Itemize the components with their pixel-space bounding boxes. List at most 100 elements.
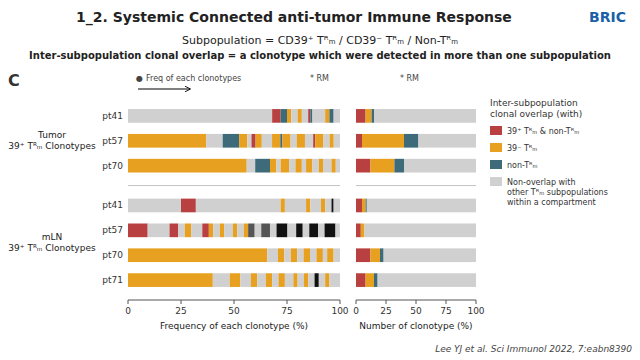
bar-segment: [404, 159, 476, 173]
bar-segment: [372, 109, 374, 123]
legend: Inter-subpopulationclonal overlap (with)…: [490, 98, 608, 207]
bar-segment: [220, 224, 224, 238]
bar-segment: [306, 159, 312, 173]
bar-segment: [305, 134, 313, 148]
bar-segment: [323, 159, 331, 173]
bar-segment: [356, 273, 366, 287]
x-tick: [476, 300, 477, 304]
bar-segment: [325, 273, 329, 287]
bar-segment: [316, 248, 322, 262]
bar-segment: [334, 199, 340, 213]
bar-segment: [362, 134, 404, 148]
bar-segment: [248, 224, 255, 238]
text-line: non-Tᴿₘ: [507, 161, 538, 170]
bar-segment: [318, 224, 325, 238]
bar-segment: [334, 109, 340, 123]
x-tick: [446, 300, 447, 304]
x-axis-label: Number of clonotype (%): [359, 321, 472, 331]
bar-segment: [277, 224, 288, 238]
bar-segment: [202, 224, 209, 238]
x-tick: [356, 300, 357, 304]
bar-segment: [296, 224, 303, 238]
legend-swatch: [490, 126, 502, 135]
bars: [356, 109, 476, 287]
bar-segment: [315, 273, 319, 287]
bar-segment: [308, 273, 314, 287]
x-tick: [340, 300, 341, 304]
bar-segment: [239, 134, 247, 148]
x-tick: [181, 300, 182, 304]
bar-segment: [128, 159, 247, 173]
bar-segment: [287, 224, 296, 238]
bar-segment: [262, 134, 272, 148]
bar-segment: [362, 199, 366, 213]
x-tick: [287, 300, 288, 304]
bar-segment: [276, 159, 280, 173]
legend-entry: non-Tᴿₘ: [507, 161, 538, 170]
x-tick-label: 75: [440, 306, 451, 316]
bar-segment: [237, 224, 244, 238]
y-tick-label: pt57: [102, 136, 123, 146]
bar-segment: [230, 273, 241, 287]
bar-segment: [209, 224, 213, 238]
bar-segment: [332, 159, 336, 173]
bar-segment: [244, 224, 248, 238]
bar-segment: [255, 159, 270, 173]
bar-segment: [255, 224, 262, 238]
bar-segment: [310, 248, 316, 262]
annotation-dot: ●: [136, 74, 143, 83]
x-tick-label: 100: [467, 306, 484, 316]
x-tick-label: 75: [281, 306, 292, 316]
bar-segment: [334, 134, 340, 148]
bar-segment: [285, 199, 306, 213]
citation: Lee YJ et al. Sci Immunol 2022, 7:eabn83…: [435, 344, 632, 354]
bar-segment: [128, 273, 213, 287]
bar-segment: [287, 109, 291, 123]
bar-segment: [240, 273, 251, 287]
bar-segment: [128, 224, 148, 238]
y-tick-label: pt41: [102, 200, 123, 210]
bar-segment: [148, 224, 170, 238]
bar-segment: [361, 224, 365, 238]
legend-swatch: [490, 143, 502, 152]
text-line: 39⁺ Tᴿₘ Clonotypes: [8, 141, 96, 151]
bar-segment: [418, 134, 476, 148]
bar-segment: [278, 248, 284, 262]
bar-segment: [282, 134, 290, 148]
legend-swatch: [490, 177, 502, 186]
annotation-arrow: [138, 89, 190, 90]
x-tick-label: 25: [175, 306, 186, 316]
bar-segment: [272, 273, 278, 287]
text-line: within a compartment: [507, 198, 596, 207]
bar-segment: [336, 159, 340, 173]
x-tick-label: 100: [331, 306, 348, 316]
bar-segment: [128, 134, 206, 148]
legend-entry: 39⁻ Tᴿₘ: [507, 144, 537, 153]
group-label: Tumor39⁺ Tᴿₘ Clonotypes: [8, 130, 96, 151]
bar-segment: [394, 159, 404, 173]
legend-swatch: [490, 160, 502, 169]
bar-segment: [334, 248, 340, 262]
bar-segment: [366, 199, 367, 213]
bar-segment: [325, 109, 329, 123]
text-line: Inter-subpopulation: [490, 98, 578, 108]
bar-segment: [270, 159, 276, 173]
bar-segment: [310, 199, 321, 213]
bar-segment: [170, 224, 179, 238]
bar-segment: [256, 134, 262, 148]
bar-segment: [213, 224, 220, 238]
bar-segment: [281, 199, 285, 213]
y-tick-label: pt70: [102, 161, 123, 171]
bar-segment: [315, 134, 323, 148]
bar-segment: [289, 159, 295, 173]
bar-segment: [366, 109, 372, 123]
group-separator: [128, 185, 340, 186]
bar-segment: [291, 109, 297, 123]
bar-segment: [302, 159, 306, 173]
bar-segment: [251, 273, 257, 287]
y-tick-label: pt71: [102, 275, 123, 285]
bar-segment: [181, 199, 196, 213]
bar-segment: [404, 134, 418, 148]
bar-segment: [280, 134, 282, 148]
annotation: * RM: [310, 74, 329, 83]
